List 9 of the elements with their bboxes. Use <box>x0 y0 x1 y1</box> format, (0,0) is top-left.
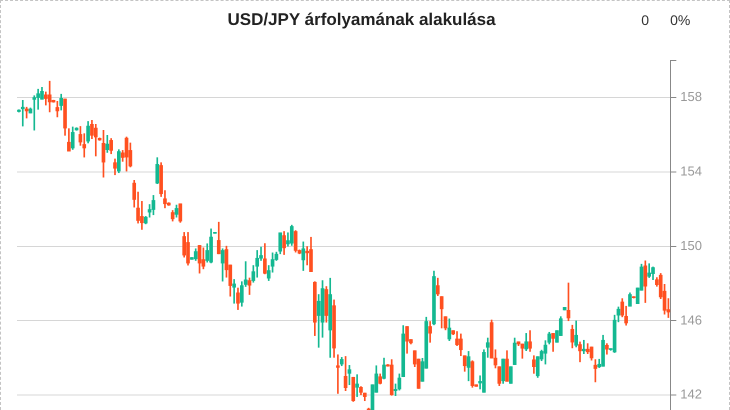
y-tick-label: 158 <box>680 89 702 104</box>
y-tick-label: 154 <box>680 164 702 179</box>
y-tick-label: 146 <box>680 312 702 328</box>
y-tick-label: 142 <box>680 386 702 402</box>
candlestick <box>566 282 570 322</box>
text: 0% <box>670 12 690 28</box>
y-tick-label: 150 <box>680 238 702 253</box>
chart-title: USD/JPY árfolyamának alakulása <box>227 10 496 29</box>
text: 0 <box>641 12 650 28</box>
